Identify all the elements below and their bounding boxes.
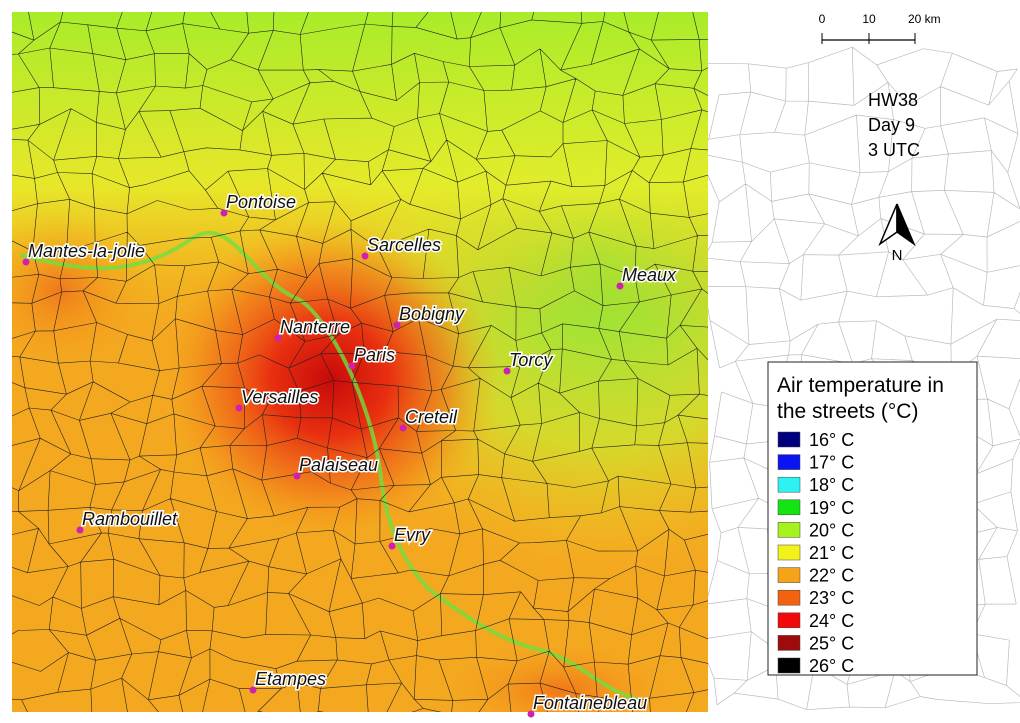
- boundary-lines: [12, 12, 708, 712]
- legend-label: 20° C: [809, 520, 854, 540]
- legend-box: [767, 361, 978, 676]
- city-dot: [393, 321, 401, 329]
- legend-swatch: [777, 567, 801, 583]
- legend-title: Air temperature in: [777, 374, 944, 397]
- legend-label: 18° C: [809, 475, 854, 495]
- field-urban: [160, 220, 500, 540]
- city-dot: [388, 542, 396, 550]
- info-line: 3 UTC: [868, 140, 920, 160]
- arrow-left: [878, 203, 898, 247]
- city-dot: [399, 424, 407, 432]
- city-dot: [293, 472, 301, 480]
- legend-label: 23° C: [809, 588, 854, 608]
- city-dot: [361, 252, 369, 260]
- legend-title: the streets (°C): [777, 400, 918, 423]
- city-label: Mantes-la-jolie: [28, 241, 145, 261]
- city-label: Pontoise: [226, 192, 296, 212]
- city-label: Creteil: [405, 407, 458, 427]
- info-line: HW38: [868, 90, 918, 110]
- legend-swatch: [777, 635, 801, 651]
- temperature-field: [12, 12, 708, 712]
- legend-swatch: [777, 454, 801, 470]
- legend-swatch: [777, 522, 801, 538]
- scale-label: 10: [862, 12, 876, 26]
- city-label: Evry: [394, 525, 431, 545]
- city-dot: [616, 282, 624, 290]
- north-arrow: N: [878, 203, 916, 264]
- city-label: Palaiseau: [299, 455, 378, 475]
- arrow-right: [896, 203, 916, 247]
- city-label: Bobigny: [399, 304, 465, 324]
- city-dot: [249, 686, 257, 694]
- info-line: Day 9: [868, 115, 915, 135]
- city-label: Sarcelles: [367, 235, 441, 255]
- city-dot: [235, 404, 243, 412]
- city-label: Rambouillet: [82, 509, 178, 529]
- legend-label: 24° C: [809, 611, 854, 631]
- legend-swatch: [777, 544, 801, 561]
- river: [19, 230, 641, 702]
- legend-swatch: [777, 657, 801, 674]
- cities: Pontoise Mantes-la-jolie Sarcelles Meaux Bob…: [22, 191, 679, 718]
- city-label: Paris: [354, 345, 395, 365]
- city-dot: [527, 710, 535, 718]
- legend-label: 17° C: [809, 453, 854, 473]
- legend-label: 19° C: [809, 498, 854, 518]
- city-dot: [274, 334, 282, 342]
- legend-swatch: [777, 431, 801, 448]
- north-label: N: [892, 247, 903, 264]
- legend-swatch: [777, 476, 801, 493]
- city-label: Fontainebleau: [533, 693, 647, 713]
- scale-label: 20 km: [908, 12, 941, 26]
- legend-label: 22° C: [809, 566, 854, 586]
- legend-label: 16° C: [809, 430, 854, 450]
- scale-label: 0: [819, 12, 826, 26]
- city-dot: [220, 209, 228, 217]
- city-label: Versailles: [241, 387, 318, 407]
- city-dot: [76, 526, 84, 534]
- city-label: Torcy: [509, 350, 553, 370]
- legend-label: 21° C: [809, 543, 854, 563]
- legend-swatch: [777, 612, 801, 629]
- info: HW38 Day 9 3 UTC: [868, 90, 920, 160]
- scale-bar: 0 10 20 km: [819, 12, 941, 44]
- city-label: Nanterre: [280, 317, 350, 337]
- commune-boundaries: [12, 12, 708, 712]
- city-label: Etampes: [255, 669, 326, 689]
- legend-swatch: [777, 589, 801, 606]
- city-dot: [22, 258, 30, 266]
- legend-label: 26° C: [809, 656, 854, 676]
- city-dot: [348, 362, 356, 370]
- legend-swatch: [777, 499, 801, 516]
- city-label: Meaux: [622, 265, 677, 285]
- city-dot: [503, 367, 511, 375]
- legend: Air temperature in the streets (°C) 16° …: [767, 361, 978, 676]
- legend-label: 25° C: [809, 633, 854, 653]
